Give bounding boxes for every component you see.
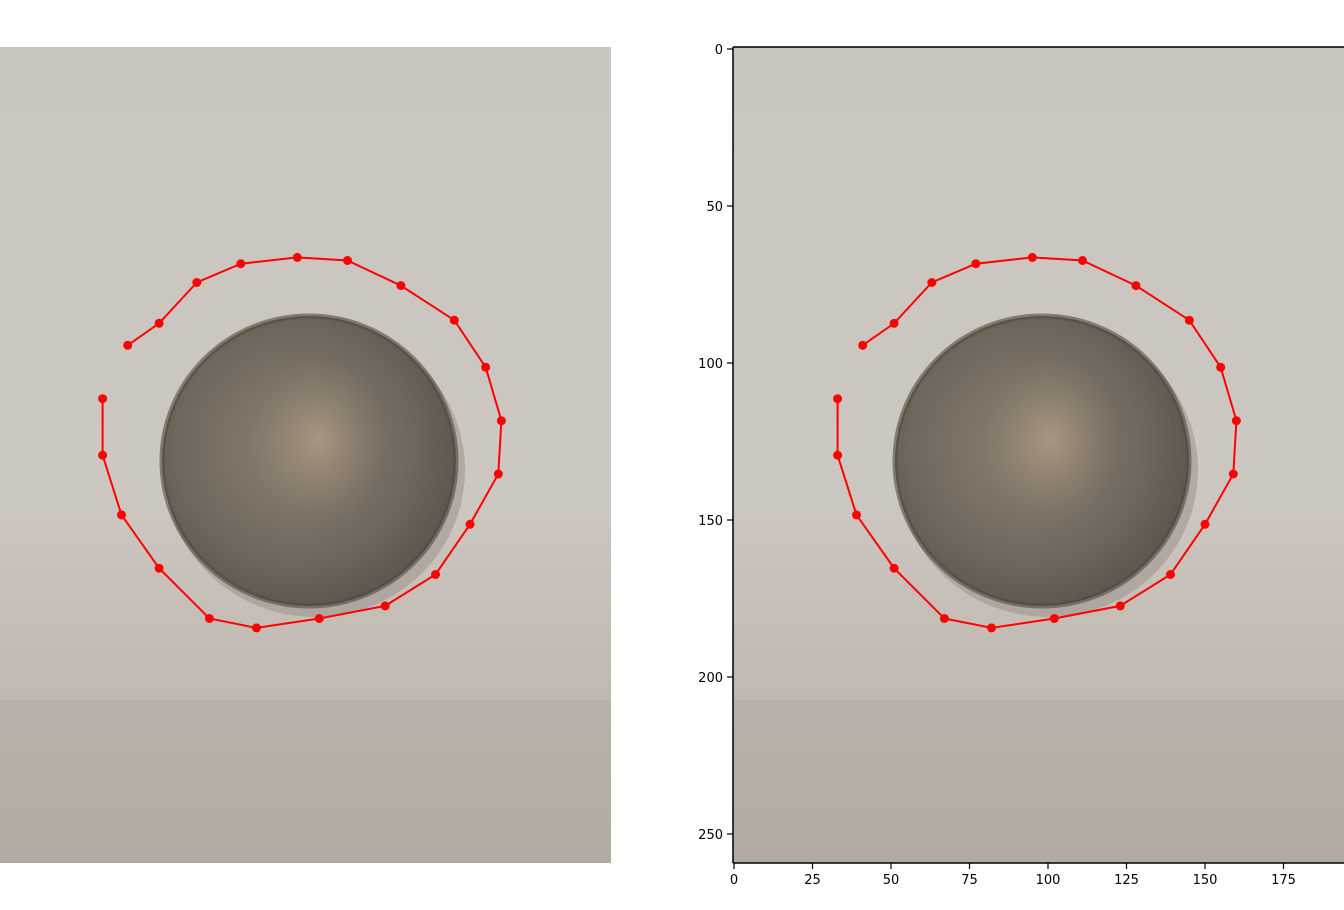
data-point — [493, 469, 503, 479]
data-point — [396, 281, 406, 291]
data-point — [1228, 469, 1238, 479]
data-point — [449, 315, 459, 325]
coin-relief-portrait — [248, 355, 388, 525]
data-point — [481, 362, 491, 372]
y-tick-label: 50 — [706, 200, 723, 215]
data-point — [1200, 519, 1210, 529]
data-point — [833, 450, 843, 460]
data-point — [98, 394, 108, 404]
coin-relief-portrait — [981, 355, 1121, 525]
data-point — [1166, 570, 1175, 579]
data-point — [431, 570, 440, 579]
x-tick-label: 0 — [730, 873, 738, 888]
y-tick-label: 200 — [698, 671, 723, 686]
data-point — [496, 416, 506, 426]
x-tick-label: 50 — [883, 873, 900, 888]
data-point — [204, 614, 214, 623]
x-tick-label: 100 — [1036, 873, 1061, 888]
data-point — [380, 601, 390, 611]
right-image-panel: 0 25 50 75 100 125 150 175 0 50 100 150 200 250 — [698, 43, 1344, 888]
data-point — [1049, 614, 1059, 623]
data-point — [117, 510, 126, 520]
data-point — [154, 318, 164, 328]
data-point — [1131, 281, 1141, 291]
data-point — [939, 614, 949, 623]
x-tick-label: 125 — [1114, 873, 1139, 888]
data-point — [833, 394, 843, 404]
data-point — [987, 623, 996, 633]
data-point — [343, 256, 352, 265]
data-point — [98, 450, 108, 460]
data-point — [192, 278, 202, 287]
data-point — [1115, 601, 1125, 611]
data-point — [314, 614, 324, 623]
data-point — [1184, 315, 1194, 325]
axis-ticks: 0 25 50 75 100 125 150 175 0 50 100 150 200 250 — [698, 43, 1296, 888]
photo-bottom-shade — [0, 700, 611, 863]
data-point — [1078, 256, 1087, 265]
coin-rim — [159, 313, 459, 609]
data-point — [123, 340, 133, 350]
contour-series-right — [833, 252, 1241, 633]
left-image-panel — [0, 47, 611, 863]
data-point — [1027, 252, 1037, 262]
data-point — [292, 252, 302, 262]
x-tick-label: 175 — [1271, 873, 1296, 888]
data-point — [1231, 416, 1241, 426]
photo-bottom-shade — [733, 700, 1344, 863]
data-point — [852, 510, 861, 520]
y-tick-label: 150 — [698, 514, 723, 529]
data-point — [927, 278, 937, 287]
data-point — [889, 563, 899, 573]
data-point — [889, 318, 899, 328]
data-point — [236, 259, 246, 269]
contour-series-left — [98, 252, 506, 633]
y-tick-label: 250 — [698, 828, 723, 843]
data-point — [465, 519, 475, 529]
x-tick-label: 75 — [961, 873, 978, 888]
data-point — [154, 563, 164, 573]
data-point — [1216, 362, 1226, 372]
x-tick-label: 150 — [1193, 873, 1218, 888]
x-tick-label: 25 — [804, 873, 821, 888]
coin-rim — [892, 313, 1192, 609]
data-point — [252, 623, 261, 633]
y-tick-label: 100 — [698, 357, 723, 372]
y-tick-label: 0 — [715, 43, 723, 58]
data-point — [858, 340, 868, 350]
data-point — [971, 259, 981, 269]
